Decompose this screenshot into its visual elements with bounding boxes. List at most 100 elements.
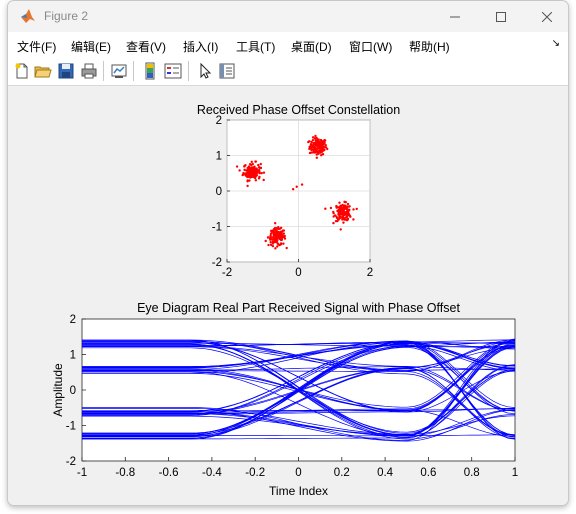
constellation-point	[338, 211, 342, 215]
eye-trace	[82, 342, 516, 369]
eye-trace	[82, 342, 516, 412]
minimize-button[interactable]	[432, 1, 478, 32]
constellation-point	[258, 172, 261, 175]
constellation-point	[329, 206, 333, 210]
eye-trace	[82, 340, 516, 408]
y-tick-label: 0	[70, 385, 76, 397]
constellation-point	[269, 234, 272, 237]
constellation-point	[321, 147, 324, 151]
menu-help[interactable]: 帮助(H)	[409, 40, 450, 54]
menu-edit[interactable]: 编辑(E)	[71, 40, 111, 54]
constellation-point	[300, 183, 304, 186]
constellation-point	[312, 148, 315, 151]
constellation-point	[276, 231, 280, 234]
constellation-point	[254, 175, 257, 178]
constellation-point	[269, 241, 272, 244]
constellation-point	[325, 146, 328, 149]
constellation-point	[282, 242, 285, 245]
constellation-point	[254, 160, 258, 163]
constellation-point	[317, 152, 320, 156]
constellation-point	[262, 171, 266, 174]
eye-trace	[82, 408, 515, 414]
eye-diagram-xlabel: Time Index	[269, 484, 328, 498]
constellation-point	[251, 169, 255, 172]
constellation-point	[315, 153, 318, 156]
menu-window[interactable]: 窗口(W)	[349, 40, 393, 54]
x-tick-label: -1	[77, 467, 87, 479]
constellation-point	[251, 175, 254, 178]
eye-trace	[82, 340, 516, 434]
insert-legend-icon[interactable]	[164, 62, 182, 80]
constellation-point	[311, 136, 315, 139]
eye-trace	[82, 344, 516, 412]
constellation-point	[252, 166, 255, 170]
constellation-point	[246, 184, 249, 188]
y-tick-label: 1	[216, 151, 222, 163]
maximize-button[interactable]	[478, 1, 524, 32]
constellation-point	[246, 168, 250, 171]
constellation-point	[256, 171, 259, 174]
constellation-point	[333, 214, 337, 217]
eye-trace	[82, 368, 516, 436]
constellation-point	[260, 171, 263, 175]
constellation-point	[257, 177, 261, 180]
constellation-point	[281, 229, 285, 232]
eye-trace	[82, 343, 516, 413]
y-tick-label: 0	[216, 186, 222, 198]
insert-colorbar-icon[interactable]	[141, 62, 159, 80]
constellation-point	[271, 242, 275, 245]
constellation-point	[341, 218, 344, 221]
save-icon[interactable]	[57, 62, 75, 80]
constellation-point	[339, 228, 342, 231]
constellation-point	[341, 203, 344, 207]
constellation-point	[279, 237, 283, 240]
constellation-point	[271, 244, 275, 248]
constellation-point	[313, 137, 317, 140]
constellation-point	[311, 144, 314, 147]
constellation-point	[264, 239, 267, 243]
constellation-point	[310, 140, 313, 144]
constellation-point	[274, 247, 277, 250]
constellation-point	[283, 234, 286, 238]
pointer-icon[interactable]	[196, 62, 214, 80]
constellation-point	[310, 151, 313, 154]
eye-trace	[82, 343, 516, 416]
menu-overflow-icon[interactable]: ↘	[551, 38, 560, 49]
constellation-point	[249, 168, 253, 171]
constellation-point	[315, 156, 319, 160]
constellation-point	[343, 204, 347, 208]
y-tick-label: 2	[216, 115, 222, 127]
title-bar: Figure 2	[8, 1, 568, 32]
toolbar-separator	[188, 61, 189, 81]
constellation-point	[332, 221, 335, 225]
menu-insert[interactable]: 插入(I)	[183, 40, 219, 54]
x-tick-label: -0.2	[245, 467, 265, 479]
menu-file[interactable]: 文件(F)	[17, 40, 57, 54]
constellation-point	[235, 165, 239, 168]
x-tick-label: 0	[295, 267, 301, 279]
eye-trace	[82, 346, 516, 412]
constellation-point	[349, 215, 352, 218]
menu-view[interactable]: 查看(V)	[126, 40, 166, 54]
eye-diagram-ylabel: Amplitude	[51, 363, 65, 417]
close-button[interactable]	[524, 1, 568, 32]
menu-tools[interactable]: 工具(T)	[236, 40, 276, 54]
new-figure-icon[interactable]	[13, 62, 31, 80]
constellation-point	[276, 242, 279, 245]
eye-diagram-axes[interactable]: -1 -0.8 -0.6 -0.4 -0.2 0 0.2 0.4 0.6 0.8 1210-1-2 …	[51, 301, 518, 498]
constellation-axes[interactable]: -2 0 2 2 1 0 -1 -2 Received Phase Offset Conste…	[197, 103, 400, 279]
link-plot-icon[interactable]	[110, 62, 128, 80]
menu-desktop[interactable]: 桌面(D)	[291, 40, 332, 54]
toolbar-separator	[133, 61, 134, 81]
constellation-point	[247, 171, 251, 174]
constellation-point	[274, 237, 277, 241]
property-inspector-icon[interactable]	[218, 62, 236, 80]
constellation-point	[338, 201, 341, 204]
constellation-point	[355, 207, 358, 211]
print-icon[interactable]	[80, 62, 98, 80]
constellation-point	[312, 150, 316, 153]
constellation-point	[343, 218, 347, 221]
eye-trace	[82, 343, 516, 440]
open-file-icon[interactable]	[34, 62, 52, 80]
